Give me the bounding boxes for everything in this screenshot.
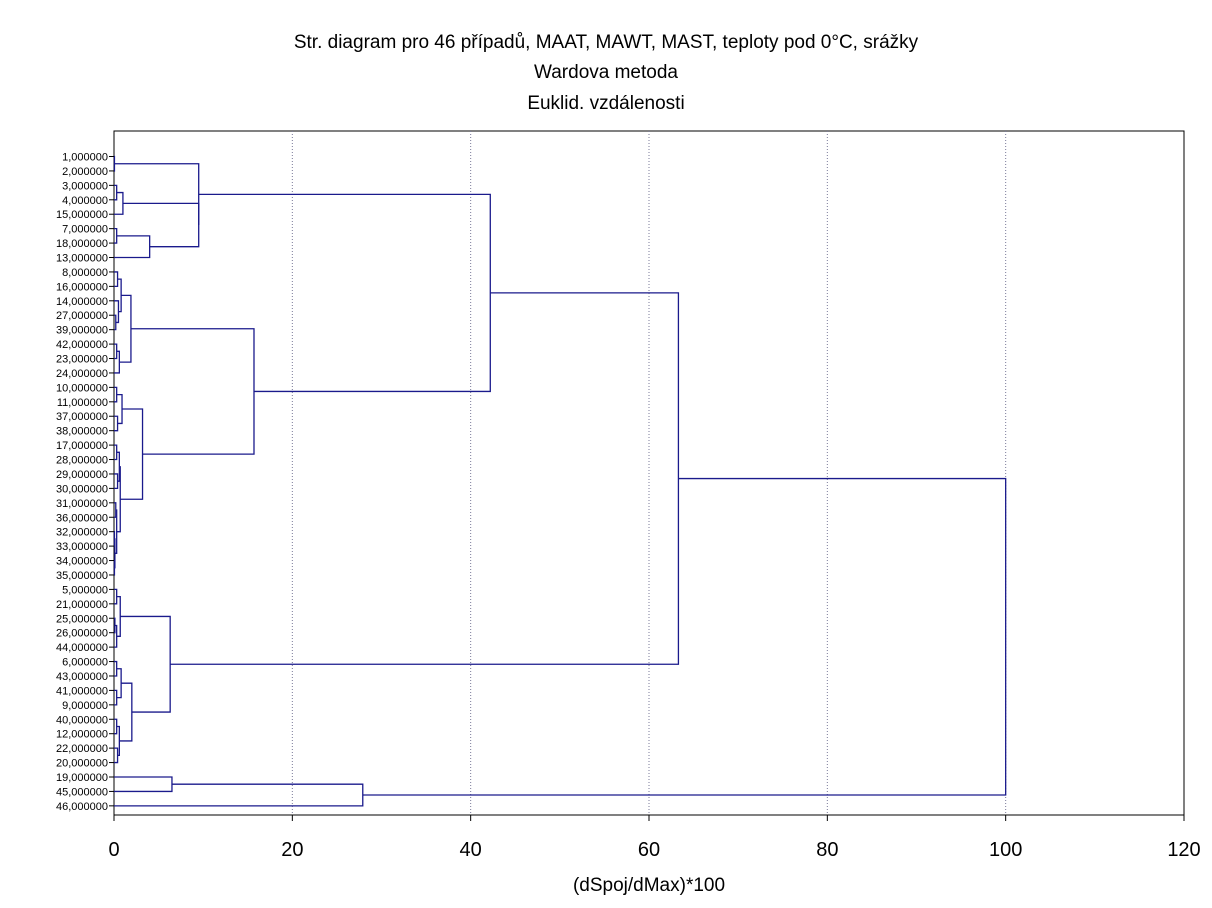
leaf-label: 21,000000: [56, 599, 108, 611]
leaf-label: 45,000000: [56, 786, 108, 798]
leaf-label: 38,000000: [56, 426, 108, 438]
x-tick-label: 0: [108, 839, 119, 861]
leaf-label: 27,000000: [56, 310, 108, 322]
dendrogram-link: [130, 328, 255, 455]
leaf-label: 15,000000: [56, 209, 108, 221]
leaf-label: 26,000000: [56, 628, 108, 640]
leaf-label: 13,000000: [56, 253, 108, 265]
leaf-label: 33,000000: [56, 541, 108, 553]
chart-subtitle-2: Euklid. vzdálenosti: [527, 93, 685, 114]
leaf-label: 25,000000: [56, 613, 108, 625]
dendrogram-link: [198, 193, 491, 393]
leaf-label: 31,000000: [56, 498, 108, 510]
leaf-label: 9,000000: [62, 700, 108, 712]
x-tick-label: 20: [281, 839, 303, 861]
leaf-label: 1,000000: [62, 152, 108, 164]
leaf-label: 18,000000: [56, 238, 108, 250]
leaf-label: 11,000000: [57, 397, 108, 409]
leaf-label: 19,000000: [56, 772, 108, 784]
x-tick-labels: 0 20 40 60 80 100 120: [108, 839, 1200, 861]
chart-title: Str. diagram pro 46 případů, MAAT, MAWT,…: [293, 32, 919, 53]
leaf-label: 30,000000: [56, 483, 108, 495]
leaf-label: 12,000000: [56, 729, 108, 741]
dendrogram-link: [114, 783, 364, 807]
leaf-label: 5,000000: [62, 584, 108, 596]
leaf-label: 3,000000: [62, 180, 108, 192]
leaf-label: 43,000000: [56, 671, 108, 683]
dendrogram-link: [114, 473, 119, 490]
dendrogram-link: [114, 163, 200, 226]
leaf-label: 23,000000: [56, 354, 108, 366]
dendrogram-link: [122, 202, 200, 248]
dendrogram-link: [120, 615, 171, 713]
x-tick-label: 60: [638, 839, 660, 861]
leaf-label: 14,000000: [56, 296, 108, 308]
dendrogram-link: [114, 235, 151, 259]
leaf-label: 39,000000: [56, 325, 108, 337]
leaf-label: 44,000000: [56, 642, 108, 654]
dendrogram-link: [114, 776, 173, 793]
leaf-label: 20,000000: [56, 758, 108, 770]
y-ticks: [109, 156, 114, 807]
dendrogram-link: [114, 271, 119, 288]
leaf-label: 37,000000: [56, 411, 108, 423]
leaf-label: 17,000000: [56, 440, 108, 452]
grid-lines: [291, 131, 1007, 815]
x-ticks: [113, 815, 1185, 821]
leaf-label: 22,000000: [56, 743, 108, 755]
x-tick-label: 100: [989, 839, 1022, 861]
leaf-label: 29,000000: [56, 469, 108, 481]
dendrogram-link: [114, 191, 124, 215]
leaf-label: 32,000000: [56, 527, 108, 539]
x-tick-label: 80: [816, 839, 838, 861]
leaf-label: 42,000000: [56, 339, 108, 351]
dendrogram-link: [114, 747, 119, 764]
x-tick-label: 120: [1167, 839, 1200, 861]
leaf-label: 36,000000: [56, 512, 108, 524]
leaf-label: 41,000000: [56, 685, 108, 697]
leaf-label: 28,000000: [56, 455, 108, 467]
dendrogram-link: [117, 278, 122, 313]
dendrogram-link: [170, 292, 680, 665]
leaf-label: 6,000000: [62, 657, 108, 669]
leaf-label: 8,000000: [62, 267, 108, 279]
leaf-label: 2,000000: [62, 166, 108, 178]
dendrogram-link: [119, 682, 133, 742]
dendrogram-link: [114, 502, 117, 518]
leaf-label: 46,000000: [56, 801, 108, 813]
dendrogram-link: [120, 408, 144, 500]
dendrogram-link: [114, 300, 120, 324]
leaf-label: 34,000000: [56, 556, 108, 568]
leaf-labels: 1,000000 2,000000 3,000000 4,000000 15,00000…: [56, 152, 108, 813]
chart-subtitle: Wardova metoda: [534, 62, 678, 83]
dendrogram-link: [114, 314, 117, 331]
dendrogram-link: [362, 477, 1007, 796]
dendrogram-link: [116, 668, 122, 699]
leaf-label: 7,000000: [62, 224, 108, 236]
x-tick-label: 40: [460, 839, 482, 861]
leaf-label: 35,000000: [56, 570, 108, 582]
leaf-label: 24,000000: [56, 368, 108, 380]
leaf-label: 16,000000: [56, 281, 108, 293]
x-axis-label: (dSpoj/dMax)*100: [573, 875, 725, 896]
dendrogram-link: [114, 415, 119, 432]
dendrogram-links: [113, 155, 1007, 807]
leaf-label: 10,000000: [56, 382, 108, 394]
leaf-label: 40,000000: [56, 714, 108, 726]
leaf-label: 4,000000: [62, 195, 108, 207]
